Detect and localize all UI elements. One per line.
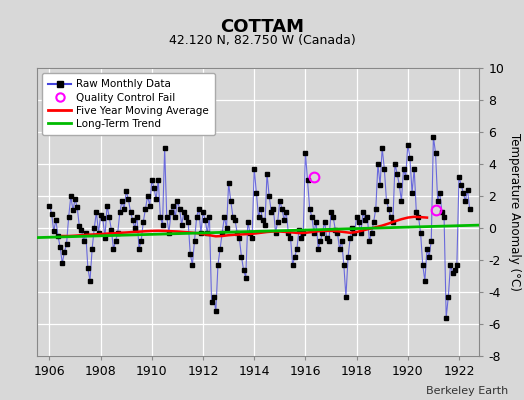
Text: 42.120 N, 82.750 W (Canada): 42.120 N, 82.750 W (Canada) (169, 34, 355, 47)
Text: Berkeley Earth: Berkeley Earth (426, 386, 508, 396)
Legend: Raw Monthly Data, Quality Control Fail, Five Year Moving Average, Long-Term Tren: Raw Monthly Data, Quality Control Fail, … (42, 73, 215, 135)
Text: COTTAM: COTTAM (220, 18, 304, 36)
Y-axis label: Temperature Anomaly (°C): Temperature Anomaly (°C) (508, 133, 521, 291)
